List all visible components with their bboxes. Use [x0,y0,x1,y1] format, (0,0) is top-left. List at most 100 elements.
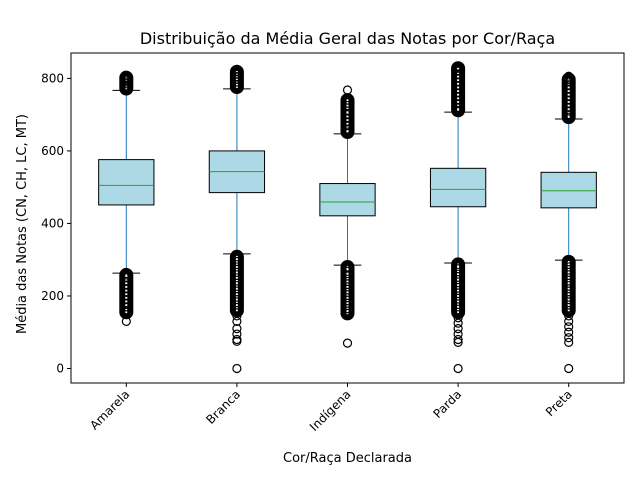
outlier-point [453,313,463,323]
outlier-point [232,267,242,277]
outlier-point [121,273,131,283]
outlier-point [564,112,574,122]
outlier-point [564,106,574,116]
outlier-point [232,67,242,77]
y-axis-label: Média das Notas (CN, CH, LC, MT) [15,114,30,334]
outlier-point [232,284,242,294]
outlier-point [121,270,131,280]
outlier-point [564,88,574,98]
outlier-point [564,363,574,374]
box-iqr [540,171,597,209]
box-iqr [319,183,376,217]
outlier-point [453,70,463,80]
outlier-point [453,259,463,270]
plot-area: 0 200 400 600 800 Amarela Branca Indígena Parda P… [41,52,625,434]
outlier-point [564,81,574,91]
outlier-point [342,113,353,123]
outlier-point [564,267,574,277]
outlier-point [342,110,353,120]
outlier-point [121,71,131,81]
outlier-point [564,322,574,332]
outlier-point [342,293,353,303]
outlier-point [342,120,353,131]
outlier-point [453,91,463,102]
outlier-point [342,262,353,272]
outlier-point [564,327,574,337]
outlier-point [453,95,463,105]
x-tick-label: Branca [203,387,243,427]
outlier-point [453,324,463,334]
outlier-point [564,99,574,109]
x-tick-label: Parda [430,387,464,421]
outlier-point [121,287,131,297]
y-tick-label: 400 [41,216,64,230]
outlier-point [453,318,463,328]
outlier-point [342,95,353,105]
outlier-point [342,287,353,297]
box-iqr [98,159,155,206]
outlier-point [564,110,574,120]
y-tick-label: 800 [41,71,64,85]
outlier-point [453,334,463,345]
outlier-point [453,81,463,91]
outlier-point [342,276,353,287]
outlier-point [564,84,574,94]
outlier-point [342,124,353,134]
outlier-point [232,252,242,262]
outlier-point [232,71,242,82]
outlier-point [232,316,242,326]
outlier-point [453,66,463,76]
outlier-point [564,284,574,294]
outlier-point [564,337,574,347]
outlier-point [232,329,242,339]
outlier-point [342,100,353,111]
x-tick-label: Indígena [307,387,354,434]
outlier-point [232,334,242,345]
outlier-point [564,273,574,283]
outlier-point [232,256,242,267]
outlier-point [121,294,131,305]
outlier-point [342,308,353,318]
outlier-point [342,117,353,127]
x-axis-label: Cor/Raça Declarada [283,451,412,466]
outlier-band-low [229,249,244,318]
outlier-point [121,298,131,308]
outlier-point [121,305,131,316]
outlier-point [453,307,463,317]
outlier-point [564,294,574,305]
outlier-point [453,302,463,312]
outlier-point [232,294,242,305]
outlier-point [232,311,242,321]
y-tick-label: 0 [56,361,64,375]
outlier-point [232,324,242,334]
outlier-point [564,278,574,288]
outlier-point [232,273,242,283]
outlier-point [121,280,131,290]
outlier-point [121,276,131,287]
outlier-point [342,282,353,292]
outlier-point [564,262,574,272]
outlier-point [453,73,463,83]
outlier-point [232,305,242,316]
outlier-point [342,298,353,308]
outlier-point [453,275,463,285]
outlier-point [453,61,463,71]
outlier-point [564,333,574,343]
outlier-point [453,264,463,274]
outlier-point [453,280,463,290]
outlier-point [453,102,463,112]
outlier-point [232,289,242,299]
box-iqr [429,167,487,208]
outlier-point [453,329,463,339]
outlier-point [342,266,353,276]
outlier-point [453,88,463,98]
outlier-point [453,84,463,94]
outlier-point [342,304,353,314]
outlier-point [121,284,131,294]
outlier-point [232,74,242,84]
outlier-point [232,363,242,374]
outlier-point [564,316,574,326]
outlier-point [453,285,463,296]
outlier-point [564,311,574,321]
